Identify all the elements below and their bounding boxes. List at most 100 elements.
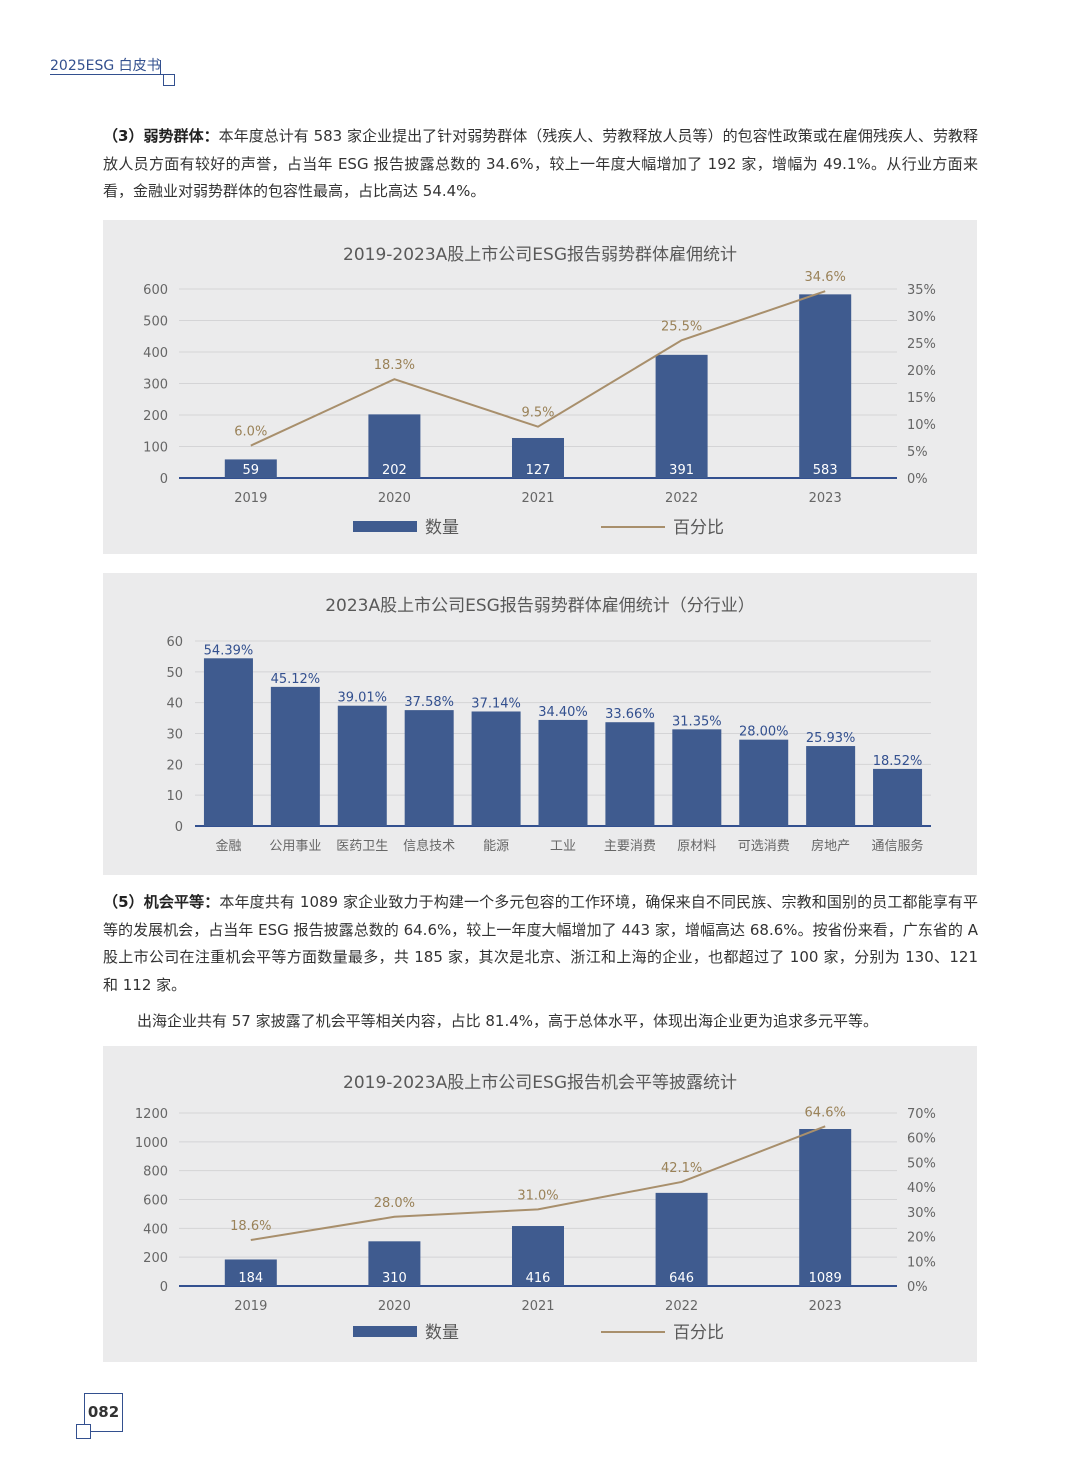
legend-swatch-count <box>353 521 417 532</box>
y-tick-label: 300 <box>143 378 168 393</box>
header-rule <box>50 74 166 75</box>
y-tick-label: 500 <box>143 315 168 330</box>
line-value-label: 34.6% <box>805 270 846 285</box>
bar-2021 <box>512 1226 564 1286</box>
bar-value-label: 54.39% <box>204 643 254 658</box>
bar-通信服务 <box>873 768 923 826</box>
legend-label-count: 数量 <box>425 1323 459 1343</box>
bar-医药卫生 <box>337 705 387 826</box>
y2-tick-label: 35% <box>907 283 936 298</box>
y-tick-label: 10 <box>166 789 183 804</box>
bar-2023 <box>799 294 852 478</box>
y2-tick-label: 30% <box>907 1206 936 1221</box>
y2-tick-label: 30% <box>907 310 936 325</box>
bar-2022 <box>655 354 708 478</box>
line-value-label: 64.6% <box>805 1105 846 1120</box>
y-tick-label: 0 <box>175 820 183 835</box>
paragraph-vulnerable-groups: （3）弱势群体：本年度总计有 583 家企业提出了针对弱势群体（残疾人、劳教释放… <box>103 123 978 206</box>
x-tick-label: 能源 <box>483 839 509 854</box>
y2-tick-label: 10% <box>907 418 936 433</box>
chart-vulnerable-yearly: 2019-2023A股上市公司ESG报告弱势群体雇佣统计 600 500 400 300… <box>103 220 977 554</box>
bar-value-label: 127 <box>526 463 551 478</box>
x-tick-label: 2022 <box>665 491 698 506</box>
chart-vulnerable-industry: 2023A股上市公司ESG报告弱势群体雇佣统计（分行业） 60 50 40 30 20 10… <box>103 573 977 875</box>
bar-value-label: 33.66% <box>605 707 655 722</box>
x-tick-label: 信息技术 <box>403 838 455 854</box>
bar-value-label: 416 <box>526 1271 551 1286</box>
y2-tick-label: 70% <box>907 1107 936 1122</box>
y2-tick-label: 0% <box>907 472 928 487</box>
y2-tick-label: 40% <box>907 1181 936 1196</box>
y2-tick-label: 10% <box>907 1255 936 1270</box>
y-tick-label: 600 <box>143 1194 168 1209</box>
x-tick-label: 公用事业 <box>269 839 321 854</box>
percentage-line <box>250 1125 826 1242</box>
percentage-line <box>250 290 826 447</box>
y2-tick-label: 15% <box>907 391 936 406</box>
header-tick <box>160 60 161 74</box>
line-value-label: 25.5% <box>661 319 702 334</box>
bar-2023 <box>799 1129 852 1286</box>
x-tick-label: 主要消费 <box>604 839 656 854</box>
line-value-label: 31.0% <box>517 1188 558 1203</box>
legend-label-count: 数量 <box>425 518 459 538</box>
legend-swatch-count <box>353 1326 417 1337</box>
y-tick-label: 40 <box>166 697 183 712</box>
y-tick-label: 60 <box>166 635 183 650</box>
x-tick-label: 工业 <box>550 839 576 854</box>
chart-title: 2019-2023A股上市公司ESG报告机会平等披露统计 <box>343 1073 737 1093</box>
y2-tick-label: 5% <box>907 445 928 460</box>
line-value-label: 18.3% <box>374 358 415 373</box>
bar-value-label: 28.00% <box>739 725 789 740</box>
x-tick-label: 2019 <box>234 491 267 506</box>
chart-equal-opportunity-yearly-svg: 2019-2023A股上市公司ESG报告机会平等披露统计 1200 1000 800 6… <box>135 1073 936 1343</box>
bar-房地产 <box>806 746 856 826</box>
x-tick-label: 医药卫生 <box>336 839 388 854</box>
x-tick-label: 2020 <box>378 491 411 506</box>
line-value-label: 18.6% <box>230 1219 271 1234</box>
paragraph-text: 本年度总计有 583 家企业提出了针对弱势群体（残疾人、劳教释放人员等）的包容性… <box>103 127 978 200</box>
chart-equal-opportunity-yearly: 2019-2023A股上市公司ESG报告机会平等披露统计 1200 1000 800 6… <box>103 1046 977 1362</box>
x-tick-label: 2023 <box>809 491 842 506</box>
y-tick-label: 400 <box>143 1222 168 1237</box>
running-header: 2025ESG 白皮书 <box>50 58 161 74</box>
x-tick-label: 可选消费 <box>738 839 790 854</box>
y-tick-label: 30 <box>166 728 183 743</box>
y-tick-label: 600 <box>143 283 168 298</box>
bar-value-label: 45.12% <box>271 672 321 687</box>
x-tick-label: 2022 <box>665 1299 698 1314</box>
line-value-label: 42.1% <box>661 1161 702 1176</box>
chart-vulnerable-yearly-svg: 2019-2023A股上市公司ESG报告弱势群体雇佣统计 600 500 400 300… <box>143 245 936 538</box>
bar-2019 <box>224 1259 277 1286</box>
bar-主要消费 <box>605 722 655 826</box>
y-tick-label: 400 <box>143 346 168 361</box>
x-tick-label: 金融 <box>215 838 241 854</box>
line-value-label: 6.0% <box>234 425 267 440</box>
bar-能源 <box>471 711 521 826</box>
x-tick-label: 2023 <box>809 1299 842 1314</box>
paragraph-lead: （5）机会平等： <box>103 893 220 911</box>
y2-tick-label: 50% <box>907 1156 936 1171</box>
y-tick-label: 200 <box>143 409 168 424</box>
bar-可选消费 <box>739 739 789 826</box>
legend-label-percent: 百分比 <box>673 1323 724 1343</box>
y-tick-label: 100 <box>143 441 168 456</box>
bar-公用事业 <box>270 686 320 826</box>
y-tick-label: 0 <box>160 1280 168 1295</box>
x-tick-label: 通信服务 <box>872 838 924 854</box>
y-tick-label: 200 <box>143 1251 168 1266</box>
y2-tick-label: 20% <box>907 364 936 379</box>
x-tick-label: 房地产 <box>811 838 850 854</box>
line-value-label: 28.0% <box>374 1196 415 1211</box>
x-tick-label: 2020 <box>378 1299 411 1314</box>
x-tick-label: 2021 <box>521 491 554 506</box>
bar-value-label: 1089 <box>809 1271 842 1286</box>
y-tick-label: 1200 <box>135 1107 168 1122</box>
y2-tick-label: 25% <box>907 337 936 352</box>
chart-title: 2023A股上市公司ESG报告弱势群体雇佣统计（分行业） <box>325 596 755 616</box>
bar-value-label: 37.58% <box>404 695 454 710</box>
y2-tick-label: 60% <box>907 1132 936 1147</box>
bar-2019 <box>224 459 277 478</box>
bar-value-label: 184 <box>238 1271 263 1286</box>
header-square-ornament <box>163 74 175 86</box>
